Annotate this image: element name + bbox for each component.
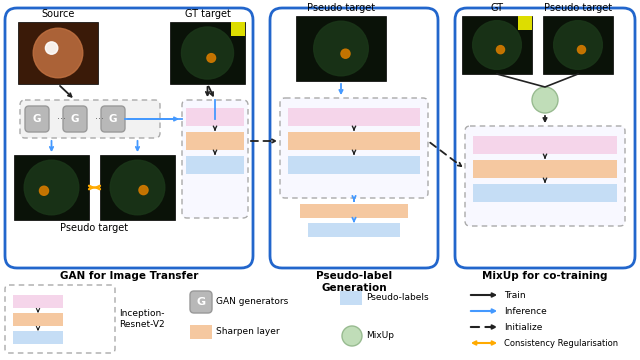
Text: Pseudo target: Pseudo target (307, 3, 375, 13)
Circle shape (139, 185, 148, 195)
Bar (543, 16, 613, 74)
Text: G: G (109, 114, 117, 124)
FancyBboxPatch shape (190, 291, 212, 313)
Circle shape (497, 46, 504, 54)
Bar (288, 108, 420, 126)
Bar (100, 155, 175, 220)
Circle shape (341, 49, 350, 58)
FancyBboxPatch shape (270, 8, 438, 268)
Bar (170, 22, 245, 84)
Text: ···: ··· (56, 114, 65, 124)
Text: Inference: Inference (504, 306, 547, 315)
Circle shape (342, 326, 362, 346)
Text: GT: GT (490, 3, 504, 13)
FancyBboxPatch shape (182, 100, 248, 218)
FancyBboxPatch shape (280, 98, 428, 198)
Bar (300, 204, 408, 218)
Text: GAN generators: GAN generators (216, 297, 288, 306)
Bar (288, 132, 420, 150)
Bar (340, 291, 362, 305)
Circle shape (554, 21, 602, 69)
Text: G: G (196, 297, 205, 307)
Text: GAN for Image Transfer: GAN for Image Transfer (60, 271, 198, 281)
Bar (462, 16, 532, 74)
Circle shape (110, 160, 165, 215)
FancyBboxPatch shape (20, 100, 160, 138)
Text: Train: Train (504, 291, 525, 300)
Text: MixUp for co-training: MixUp for co-training (483, 271, 608, 281)
Text: Initialize: Initialize (504, 323, 542, 332)
Bar (14, 155, 89, 220)
Bar (473, 160, 617, 178)
Circle shape (182, 27, 234, 79)
Bar (13, 295, 63, 308)
Bar (473, 136, 617, 154)
Text: Sharpen layer: Sharpen layer (216, 328, 280, 337)
Text: MixUp: MixUp (366, 332, 394, 341)
Text: Inception-
Resnet-V2: Inception- Resnet-V2 (119, 309, 164, 329)
Bar (231, 22, 245, 36)
Circle shape (532, 87, 558, 113)
Text: ···: ··· (95, 114, 104, 124)
Text: Pseudo-labels: Pseudo-labels (366, 293, 429, 302)
Circle shape (207, 54, 216, 62)
Text: GT target: GT target (184, 9, 230, 19)
Bar (308, 223, 400, 237)
FancyBboxPatch shape (455, 8, 635, 268)
Bar (13, 313, 63, 326)
Circle shape (472, 21, 522, 69)
Text: G: G (71, 114, 79, 124)
Circle shape (577, 46, 586, 54)
FancyBboxPatch shape (25, 106, 49, 132)
Text: Pseudo target: Pseudo target (60, 223, 129, 233)
Text: Consistency Regularisation: Consistency Regularisation (504, 338, 618, 347)
Bar (473, 184, 617, 202)
Circle shape (24, 160, 79, 215)
Bar (190, 325, 212, 339)
Bar (13, 331, 63, 344)
Text: Source: Source (42, 9, 75, 19)
FancyBboxPatch shape (5, 285, 115, 353)
Bar (186, 156, 244, 174)
FancyBboxPatch shape (5, 8, 253, 268)
Text: Pseudo-label
Generation: Pseudo-label Generation (316, 271, 392, 293)
Circle shape (33, 28, 83, 78)
Bar (296, 16, 386, 81)
Bar (288, 156, 420, 174)
FancyBboxPatch shape (101, 106, 125, 132)
Bar (518, 16, 532, 30)
FancyBboxPatch shape (465, 126, 625, 226)
Circle shape (45, 42, 58, 54)
Bar (18, 22, 98, 84)
Text: Pseudo target: Pseudo target (544, 3, 612, 13)
Circle shape (314, 21, 368, 76)
Bar (186, 132, 244, 150)
FancyBboxPatch shape (63, 106, 87, 132)
Bar (186, 108, 244, 126)
Circle shape (40, 186, 49, 195)
Text: G: G (33, 114, 41, 124)
